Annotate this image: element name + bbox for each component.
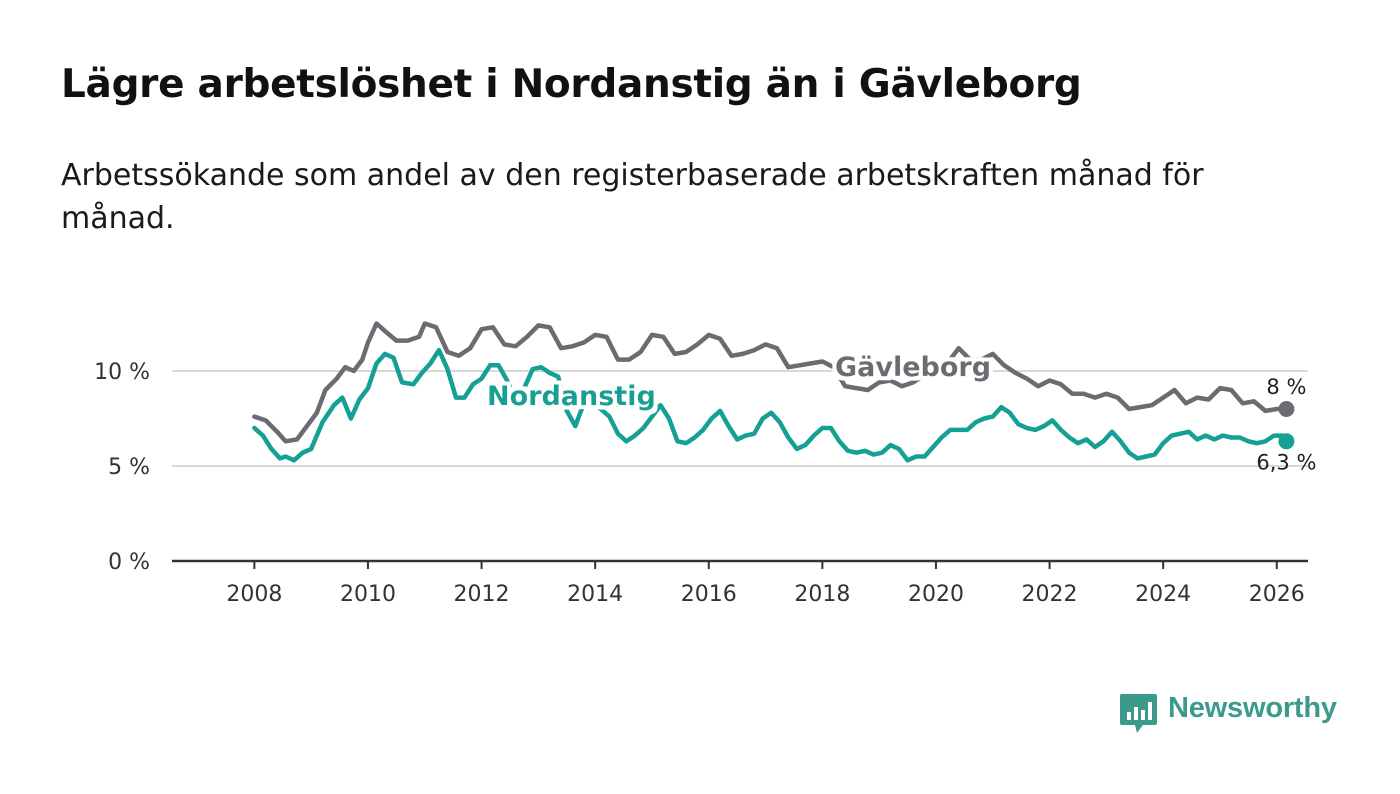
y-tick-label: 0 % [108, 550, 150, 575]
gavleborg-series-label: Gävleborg [835, 352, 991, 383]
chart-subtitle: Arbetssökande som andel av den registerb… [61, 158, 1204, 236]
series-labels: Gävleborg Nordanstig 8 % 6,3 % [487, 352, 1316, 474]
brand-name: Newsworthy [1168, 692, 1337, 724]
x-tick-label: 2016 [681, 582, 737, 607]
x-tick-label: 2010 [340, 582, 396, 607]
chart-title: Lägre arbetslöshet i Nordanstig än i Gäv… [61, 62, 1082, 107]
x-tick-label: 2026 [1249, 582, 1305, 607]
nordanstig-end-point [1278, 433, 1295, 450]
nordanstig-line [252, 347, 1289, 463]
newsworthy-logo: Newsworthy [1119, 692, 1339, 738]
gavleborg-line [252, 321, 1289, 444]
gavleborg-end-value-label: 8 % [1266, 375, 1306, 399]
nordanstig-end-value-label: 6,3 % [1256, 450, 1316, 474]
x-tick-label: 2018 [794, 582, 850, 607]
y-tick-label: 5 % [108, 455, 150, 480]
x-tick-label: 2024 [1135, 582, 1191, 607]
axes: 0 % 5 % 10 % 2008 2010 2012 2014 2016 2018 2020 20… [94, 360, 1308, 607]
gridlines [172, 370, 1308, 467]
x-tick-label: 2008 [226, 582, 282, 607]
x-tick-label: 2012 [454, 582, 510, 607]
nordanstig-series-label: Nordanstig [487, 381, 656, 412]
x-tick-label: 2022 [1022, 582, 1078, 607]
series-lines [252, 321, 1295, 463]
line-chart: 0 % 5 % 10 % 2008 2010 2012 2014 2016 2018 2020 20… [94, 321, 1316, 607]
y-tick-label: 10 % [94, 360, 150, 385]
x-tick-label: 2014 [567, 582, 623, 607]
gavleborg-end-point [1278, 401, 1295, 417]
x-tick-label: 2020 [908, 582, 964, 607]
newsworthy-logo-icon [1120, 694, 1157, 733]
